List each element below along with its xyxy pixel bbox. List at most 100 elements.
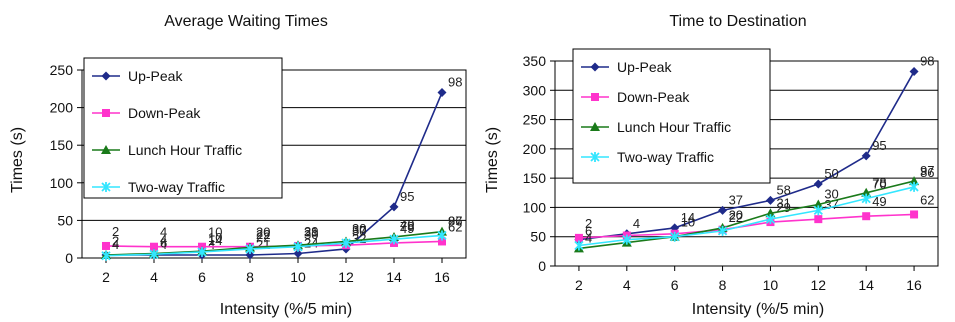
y-tick-label: 350 (523, 53, 547, 69)
legend-marker (590, 152, 600, 162)
data-label: 37 (729, 192, 743, 207)
data-point (622, 234, 632, 245)
x-tick-label: 16 (434, 269, 450, 285)
data-label: 2 (585, 216, 592, 231)
data-point (910, 210, 919, 219)
data-label: 58 (776, 182, 790, 197)
data-label: 4 (112, 237, 119, 252)
data-point (101, 250, 111, 261)
x-tick-label: 4 (150, 269, 158, 285)
y-tick-label: 0 (65, 250, 73, 266)
y-axis-label: Times (s) (484, 127, 501, 193)
data-point (245, 243, 255, 254)
data-label: 31 (776, 195, 790, 210)
data-label: 37 (352, 223, 366, 238)
x-tick-label: 10 (290, 269, 306, 285)
legend-marker (101, 182, 111, 192)
data-label: 4 (160, 225, 167, 240)
data-point (437, 88, 447, 98)
data-label: 4 (112, 237, 119, 252)
legend-marker (101, 71, 111, 81)
data-label: 30 (824, 187, 838, 202)
x-tick-label: 8 (246, 269, 254, 285)
data-label: 20 (256, 225, 270, 240)
chart-title: Average Waiting Times (164, 13, 328, 30)
y-tick-label: 200 (50, 100, 74, 116)
data-point (909, 67, 919, 77)
data-label: 86 (920, 165, 934, 180)
y-tick-label: 300 (523, 82, 547, 98)
data-point (389, 202, 399, 212)
x-tick-label: 10 (763, 277, 779, 293)
data-point (437, 230, 447, 241)
legend-marker (590, 62, 600, 72)
legend: Up-Peak Down-Peak Lunch Hour Traffic Two-wa… (572, 48, 771, 184)
legend-marker (591, 93, 599, 101)
data-label: 70 (872, 177, 886, 192)
x-tick-label: 12 (338, 269, 354, 285)
data-point (909, 176, 920, 186)
data-label: 49 (400, 221, 414, 236)
data-label: 22 (256, 227, 270, 242)
data-point (293, 241, 303, 252)
series-line (578, 186, 915, 247)
data-point (574, 233, 583, 242)
x-tick-label: 4 (623, 277, 631, 293)
x-tick-label: 6 (671, 277, 679, 293)
data-point (861, 151, 871, 161)
series-line (105, 234, 443, 257)
data-label: 22 (729, 210, 743, 225)
data-label: 6 (585, 224, 592, 239)
data-point (102, 241, 110, 250)
legend-box (83, 57, 283, 199)
y-tick-label: 200 (523, 141, 547, 157)
data-label: 62 (920, 192, 934, 207)
data-label: 4 (160, 237, 167, 252)
data-label: 6 (160, 235, 167, 250)
data-label: 97 (448, 214, 462, 229)
data-label: 30 (304, 227, 318, 242)
series-line (578, 71, 915, 241)
x-tick-label: 16 (906, 277, 922, 293)
y-axis-label: Times (s) (9, 127, 26, 193)
legend-label: Down-Peak (617, 89, 690, 105)
data-label: 78 (872, 175, 886, 190)
data-point (670, 231, 680, 242)
data-label: 20 (729, 208, 743, 223)
x-tick-label: 6 (198, 269, 206, 285)
legend-label: Lunch Hour Traffic (128, 142, 242, 158)
legend-label: Down-Peak (128, 105, 201, 121)
legend-label: Two-way Traffic (128, 179, 225, 195)
legend-label: Up-Peak (128, 68, 183, 84)
data-label: 62 (448, 219, 462, 234)
x-tick-label: 14 (386, 269, 402, 285)
data-label: 50 (352, 223, 366, 238)
data-point (293, 248, 303, 258)
data-point (813, 179, 823, 189)
data-label: 86 (448, 213, 462, 228)
series-line (578, 213, 915, 239)
data-label: 4 (160, 232, 167, 247)
x-tick-label: 12 (811, 277, 827, 293)
series-line (106, 92, 443, 256)
data-label: 95 (400, 189, 414, 204)
y-tick-label: 150 (523, 170, 547, 186)
data-label: 14 (681, 210, 695, 225)
data-label: 2 (112, 234, 119, 249)
y-tick-label: 50 (57, 212, 73, 228)
legend-marker (101, 145, 111, 154)
data-label: 97 (920, 163, 934, 178)
data-label: 10 (208, 225, 222, 240)
y-tick-label: 250 (50, 62, 74, 78)
data-point (861, 187, 872, 197)
data-label: 95 (872, 138, 886, 153)
data-label: 29 (304, 224, 318, 239)
legend: Up-Peak Down-Peak Lunch Hour Traffic Two-wa… (83, 57, 283, 199)
chart-time-to-destination: Time to Destination 05010015020025030035… (484, 13, 939, 318)
data-label: 31 (304, 225, 318, 240)
legend-label: Up-Peak (617, 59, 672, 75)
data-point (197, 246, 207, 257)
data-point (574, 240, 584, 251)
